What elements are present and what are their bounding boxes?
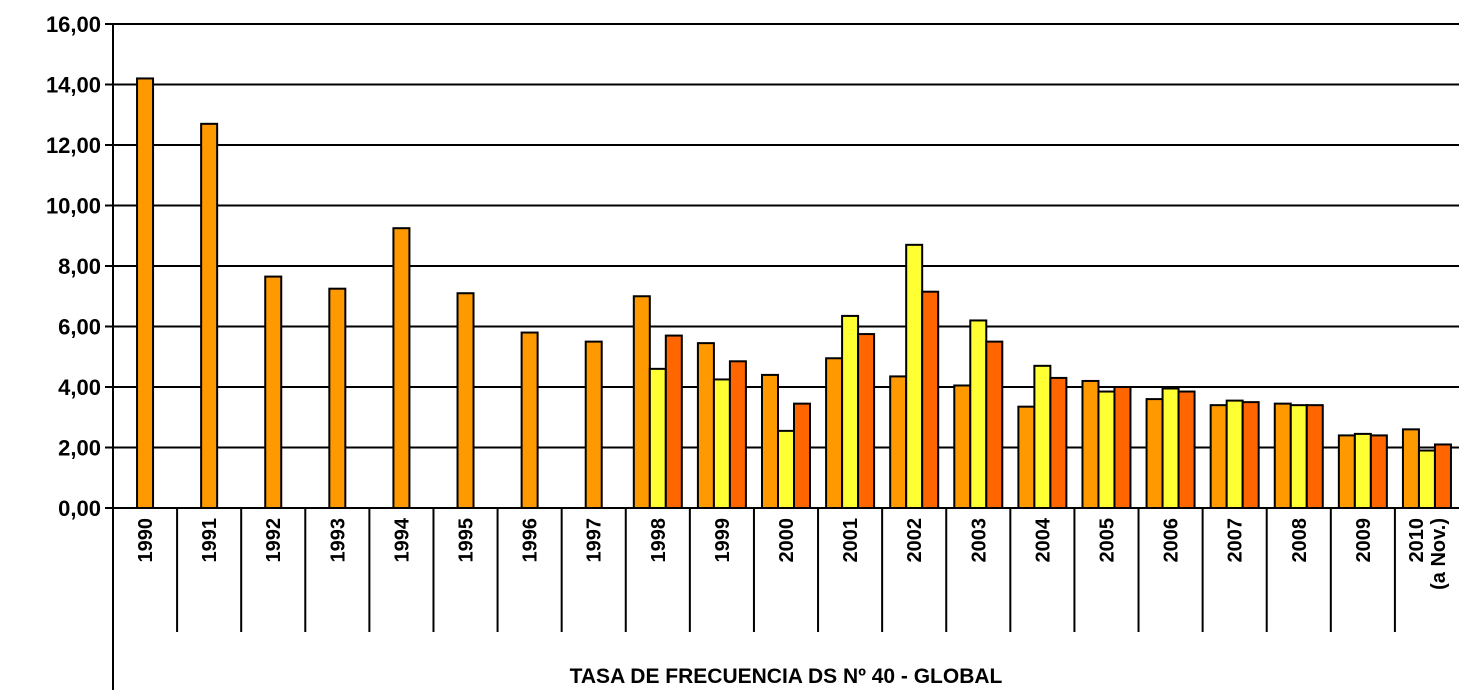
bar	[1241, 401, 1260, 509]
x-category-label: 2010	[1406, 518, 1428, 563]
bar	[712, 378, 731, 509]
bar	[985, 340, 1004, 509]
bar	[1081, 379, 1100, 510]
bar	[1177, 390, 1196, 510]
bar	[1017, 405, 1036, 510]
bar	[1401, 428, 1420, 510]
axes	[105, 23, 1459, 690]
y-tick-label: 12,00	[46, 133, 101, 158]
x-category-label: 2001	[840, 518, 862, 563]
x-category-label: 1991	[199, 518, 221, 563]
y-tick-label: 4,00	[58, 375, 101, 400]
x-category-label: (a Nov.)	[1428, 518, 1450, 590]
bar	[664, 334, 683, 510]
x-category-label: 1993	[327, 518, 349, 563]
x-category-label: 1992	[263, 518, 285, 563]
y-tick-label: 14,00	[46, 73, 101, 98]
x-category-label: 1999	[712, 518, 734, 563]
bar	[1369, 434, 1388, 509]
x-category-label: 1997	[584, 518, 606, 563]
bar	[1337, 434, 1356, 509]
x-axis-title: TASA DE FRECUENCIA DS Nº 40 - GLOBAL	[570, 665, 1003, 688]
bar	[1273, 402, 1292, 510]
x-category-label: 1995	[456, 518, 478, 563]
y-tick-label: 6,00	[58, 315, 101, 340]
y-tick-labels: 0,00 2,00 4,00 6,00 8,00 10,00 12,00 14,00 16,00	[46, 12, 101, 521]
bar	[1033, 364, 1052, 510]
bar	[1161, 387, 1180, 510]
bar	[1145, 398, 1164, 510]
bar	[696, 342, 715, 510]
x-category-label: 2000	[776, 518, 798, 563]
bar	[1305, 404, 1324, 509]
bar	[1417, 449, 1436, 509]
x-category-label: 2008	[1289, 518, 1311, 563]
y-tick-label: 8,00	[58, 254, 101, 279]
bar	[264, 275, 283, 509]
bar	[520, 331, 539, 509]
bar	[648, 367, 667, 509]
bar	[728, 360, 747, 509]
bar	[921, 290, 940, 509]
x-category-label: 1996	[520, 518, 542, 563]
x-category-label: 1994	[391, 517, 413, 562]
bar	[1113, 386, 1132, 509]
bar	[953, 384, 972, 509]
x-category-label: 2003	[968, 518, 990, 563]
y-tick-label: 0,00	[58, 496, 101, 521]
bars	[136, 77, 1452, 510]
y-tick-label: 16,00	[46, 12, 101, 37]
bar	[1209, 404, 1228, 509]
bar	[584, 340, 603, 509]
bar	[136, 77, 155, 509]
bar	[969, 319, 988, 510]
bar	[889, 375, 908, 509]
bar	[793, 402, 811, 510]
bar	[825, 357, 844, 510]
bar	[857, 333, 876, 509]
bar	[1097, 390, 1116, 510]
x-category-label: 1998	[648, 518, 670, 563]
bar	[1433, 443, 1452, 510]
bar	[1289, 404, 1308, 509]
y-tick-label: 10,00	[46, 194, 101, 219]
x-category-label: 2006	[1161, 518, 1183, 563]
bar	[1353, 432, 1372, 510]
bar	[1225, 399, 1244, 509]
bar	[761, 373, 779, 509]
x-category-label: 2009	[1353, 518, 1375, 563]
bar	[200, 122, 219, 509]
bar	[392, 227, 411, 509]
bar	[328, 287, 347, 509]
y-tick-label: 2,00	[58, 436, 101, 461]
bar	[632, 295, 651, 509]
x-category-label: 2002	[904, 518, 926, 563]
x-category-label: 2005	[1096, 518, 1118, 563]
bar	[841, 314, 860, 509]
bar	[905, 243, 924, 509]
bar	[777, 429, 795, 509]
bar	[456, 292, 475, 509]
bar	[1049, 376, 1068, 509]
x-category-label: 2004	[1032, 517, 1054, 562]
x-category-label: 2007	[1225, 518, 1247, 563]
grid-lines	[113, 23, 1459, 449]
x-category-label: 1990	[135, 518, 157, 563]
x-category-labels: 1990 1991 1992 1993 1994 1995 1996 1997 1998 1999…	[135, 517, 1450, 590]
